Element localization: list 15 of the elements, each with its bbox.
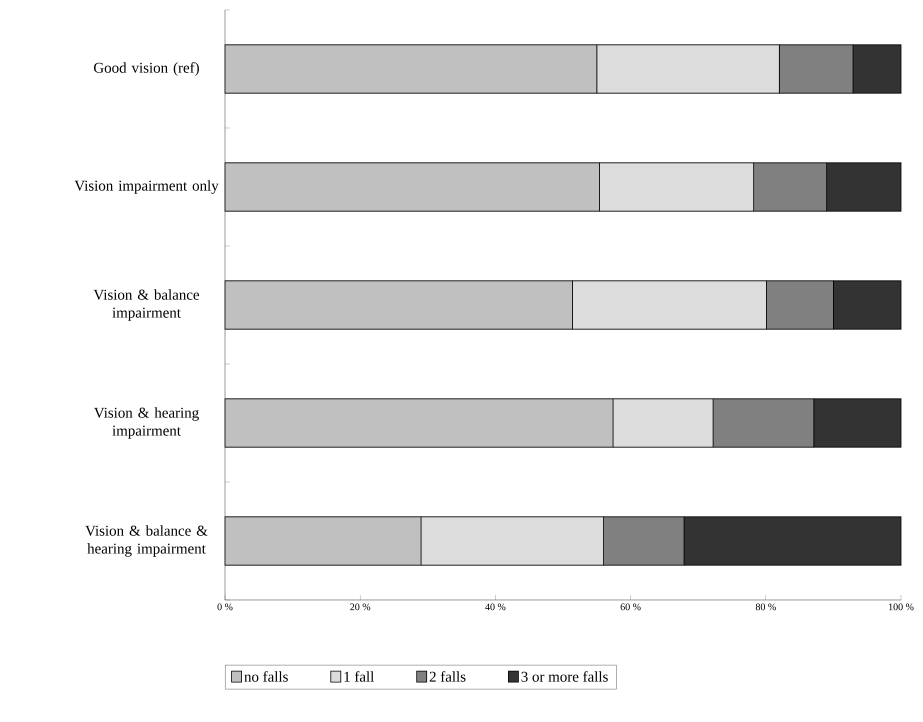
x-tick-label: 100 % <box>889 604 914 610</box>
legend-label: 2 falls <box>430 671 466 682</box>
y-tick-label: Vision impairment only <box>74 180 219 194</box>
y-tick-label: Vision & balance & hearing impairment <box>85 525 208 557</box>
legend-label: 1 fall <box>344 671 374 682</box>
y-tick-label: Good vision (ref) <box>94 62 199 76</box>
y-tick-label: Vision & balance impairment <box>94 289 200 321</box>
y-tick-label: Vision & hearing impairment <box>94 407 199 439</box>
x-tick-label: 40 % <box>485 604 506 610</box>
legend-label: 3 or more falls <box>522 671 608 682</box>
x-tick-label: 0 % <box>217 604 233 610</box>
x-tick-label: 20 % <box>350 604 370 610</box>
legend-label: no falls <box>244 671 288 682</box>
x-tick-label: 60 % <box>620 604 641 610</box>
x-tick-label: 80 % <box>756 604 776 610</box>
